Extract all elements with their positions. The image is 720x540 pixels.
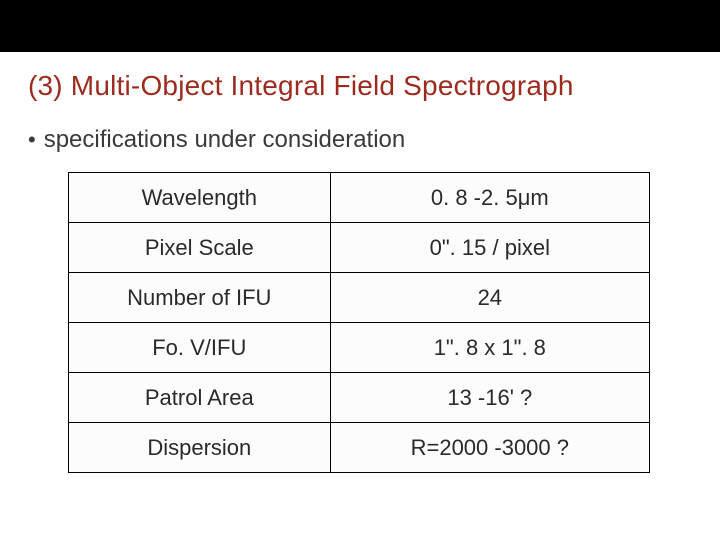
subtitle-row: • specifications under consideration [0, 102, 720, 154]
table-row: Dispersion R=2000 -3000 ? [69, 423, 650, 473]
cell-value: 24 [330, 273, 649, 323]
cell-value: R=2000 -3000 ? [330, 423, 649, 473]
cell-value: 0". 15 / pixel [330, 223, 649, 273]
table-row: Patrol Area 13 -16' ? [69, 373, 650, 423]
table-row: Fo. V/IFU 1". 8 x 1". 8 [69, 323, 650, 373]
spec-table: Wavelength 0. 8 -2. 5μm Pixel Scale 0". … [68, 172, 650, 473]
cell-param: Pixel Scale [69, 223, 331, 273]
cell-param: Dispersion [69, 423, 331, 473]
cell-value: 0. 8 -2. 5μm [330, 173, 649, 223]
table-row: Pixel Scale 0". 15 / pixel [69, 223, 650, 273]
page-title: (3) Multi-Object Integral Field Spectrog… [28, 70, 692, 102]
cell-param: Fo. V/IFU [69, 323, 331, 373]
cell-value: 1". 8 x 1". 8 [330, 323, 649, 373]
top-bar [0, 0, 720, 52]
cell-param: Patrol Area [69, 373, 331, 423]
cell-param: Number of IFU [69, 273, 331, 323]
title-container: (3) Multi-Object Integral Field Spectrog… [0, 52, 720, 102]
cell-param: Wavelength [69, 173, 331, 223]
subtitle-text: specifications under consideration [44, 126, 406, 154]
bullet-icon: • [28, 129, 36, 151]
cell-value: 13 -16' ? [330, 373, 649, 423]
spec-table-container: Wavelength 0. 8 -2. 5μm Pixel Scale 0". … [0, 154, 720, 473]
table-row: Wavelength 0. 8 -2. 5μm [69, 173, 650, 223]
table-row: Number of IFU 24 [69, 273, 650, 323]
